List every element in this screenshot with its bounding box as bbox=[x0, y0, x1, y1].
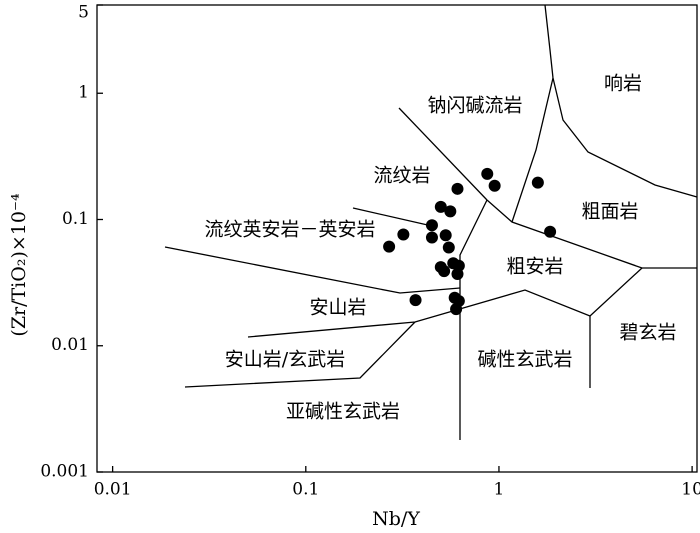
data-point bbox=[434, 200, 447, 213]
data-point bbox=[481, 167, 494, 180]
field-boundaries bbox=[164, 4, 698, 440]
plot-frame bbox=[96, 4, 698, 473]
data-point bbox=[531, 176, 544, 189]
boundary bbox=[544, 4, 698, 198]
boundary bbox=[247, 267, 643, 338]
field-label: 流纹岩 bbox=[373, 165, 430, 187]
field-label: 粗面岩 bbox=[581, 201, 638, 223]
boundary bbox=[511, 77, 554, 223]
field-label: 安山岩 bbox=[309, 297, 366, 319]
y-axis-label: (Zr/TiO₂)×10⁻⁴ bbox=[8, 193, 30, 337]
field-label: 响岩 bbox=[604, 73, 642, 95]
data-point bbox=[442, 241, 455, 254]
x-tick-label: 1 bbox=[494, 480, 505, 500]
boundary bbox=[486, 199, 697, 269]
boundary bbox=[184, 321, 416, 388]
y-tick-label: 5 bbox=[78, 3, 89, 23]
x-tick-label: 0.1 bbox=[292, 480, 319, 500]
field-label: 亚碱性玄武岩 bbox=[286, 401, 400, 423]
data-point bbox=[425, 219, 438, 232]
field-label: 粗安岩 bbox=[506, 256, 563, 278]
x-tick-label: 10 bbox=[681, 480, 700, 500]
data-point bbox=[488, 179, 501, 192]
data-point bbox=[444, 205, 457, 218]
x-tick-label: 0.01 bbox=[94, 480, 132, 500]
boundary bbox=[352, 207, 433, 227]
boundary bbox=[164, 246, 461, 294]
data-point bbox=[409, 294, 422, 307]
data-point bbox=[544, 225, 557, 238]
data-point bbox=[450, 303, 463, 316]
field-label: 流纹英安岩－英安岩 bbox=[204, 219, 375, 241]
field-label: 碱性玄武岩 bbox=[477, 349, 572, 371]
field-label: 安山岩/玄武岩 bbox=[225, 349, 345, 371]
data-point bbox=[439, 229, 452, 242]
y-tick-label: 0.001 bbox=[40, 462, 89, 482]
y-tick-label: 0.1 bbox=[62, 209, 89, 229]
data-point bbox=[397, 228, 410, 241]
data-point bbox=[451, 182, 464, 195]
field-label: 碧玄岩 bbox=[619, 322, 676, 344]
y-tick-label: 1 bbox=[78, 83, 89, 103]
boundary bbox=[398, 107, 488, 201]
field-label: 钠闪碱流岩 bbox=[427, 95, 522, 117]
data-point bbox=[438, 265, 451, 278]
data-point bbox=[451, 268, 464, 281]
x-axis-label: Nb/Y bbox=[372, 508, 420, 530]
boundary bbox=[459, 199, 488, 440]
data-point bbox=[383, 240, 396, 253]
data-point bbox=[425, 231, 438, 244]
y-tick-label: 0.01 bbox=[51, 335, 89, 355]
